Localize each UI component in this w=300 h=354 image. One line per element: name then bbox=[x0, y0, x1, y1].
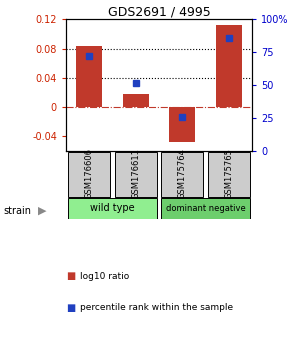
Text: percentile rank within the sample: percentile rank within the sample bbox=[80, 303, 232, 313]
Text: ■: ■ bbox=[66, 271, 75, 281]
Bar bbox=[208, 152, 250, 196]
Bar bbox=[161, 198, 250, 219]
Text: GSM175765: GSM175765 bbox=[224, 148, 233, 199]
Text: ■: ■ bbox=[66, 303, 75, 313]
Text: GSM176611: GSM176611 bbox=[131, 148, 140, 199]
Bar bbox=[216, 24, 242, 107]
Text: wild type: wild type bbox=[90, 203, 135, 213]
Text: ▶: ▶ bbox=[38, 206, 46, 216]
Bar bbox=[76, 46, 102, 107]
Text: dominant negative: dominant negative bbox=[166, 204, 245, 213]
Bar bbox=[68, 198, 157, 219]
Bar bbox=[161, 152, 203, 196]
Text: GSM175764: GSM175764 bbox=[178, 148, 187, 199]
Text: log10 ratio: log10 ratio bbox=[80, 272, 129, 281]
Title: GDS2691 / 4995: GDS2691 / 4995 bbox=[108, 5, 210, 18]
Bar bbox=[68, 152, 110, 196]
Bar bbox=[115, 152, 157, 196]
Text: strain: strain bbox=[3, 206, 31, 216]
Bar bbox=[169, 107, 195, 142]
Bar bbox=[123, 94, 148, 107]
Text: GSM176606: GSM176606 bbox=[85, 148, 94, 199]
